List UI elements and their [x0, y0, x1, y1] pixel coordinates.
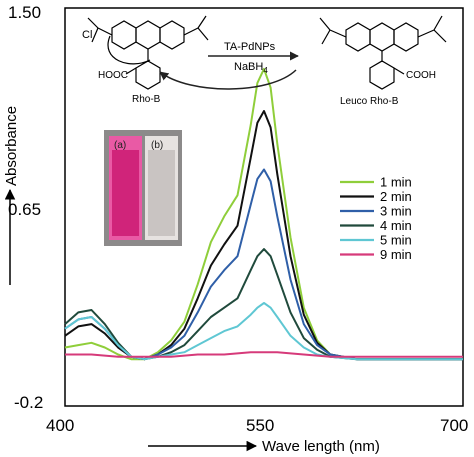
- x-tick-label: 550: [246, 416, 274, 435]
- cuvette-b-liquid: [148, 150, 175, 236]
- legend-label: 3 min: [380, 204, 412, 219]
- x-tick-label: 700: [440, 416, 468, 435]
- y-tick-label: -0.2: [14, 393, 43, 412]
- catalyst-label: TA-PdNPs: [224, 41, 276, 53]
- chloride-label: Cl: [82, 29, 92, 41]
- legend-label: 5 min: [380, 233, 412, 248]
- series-line-2-min: [64, 110, 463, 361]
- cuvette-b-label: (b): [151, 140, 163, 151]
- leuco-rho-b-structure: [319, 15, 447, 90]
- legend-label: 9 min: [380, 247, 412, 262]
- x-tick-label: 400: [46, 416, 74, 435]
- cuvette-a-liquid: [112, 150, 139, 236]
- reaction-reverse-arrow: [159, 69, 297, 90]
- series-line-4-min: [64, 248, 463, 361]
- series-group: [64, 67, 463, 361]
- plot-frame: [64, 7, 464, 407]
- y-tick-label: 0.65: [8, 200, 41, 219]
- y-axis-label: Absorbance: [3, 106, 20, 186]
- cuvette-a-label: (a): [114, 140, 126, 151]
- leuco-rho-b-label: Leuco Rho-B: [340, 96, 399, 107]
- legend-label: 4 min: [380, 218, 412, 233]
- y-tick-label: 1.50: [8, 3, 41, 22]
- rho-b-label: Rho-B: [132, 94, 161, 105]
- series-line-9-min: [65, 351, 463, 358]
- cuvette-photo: (a) (b): [104, 130, 182, 246]
- series-line-5-min: [64, 302, 463, 361]
- cooh-right-label: COOH: [406, 70, 436, 81]
- series-line-1-min: [64, 67, 463, 361]
- reductant-label: NaBH4: [234, 61, 268, 75]
- legend-label: 1 min: [380, 175, 412, 190]
- legend-label: 2 min: [380, 189, 412, 204]
- hooc-left-label: HOOC: [98, 70, 128, 81]
- x-axis-label: Wave length (nm): [262, 438, 380, 455]
- rho-b-structure: [87, 15, 209, 90]
